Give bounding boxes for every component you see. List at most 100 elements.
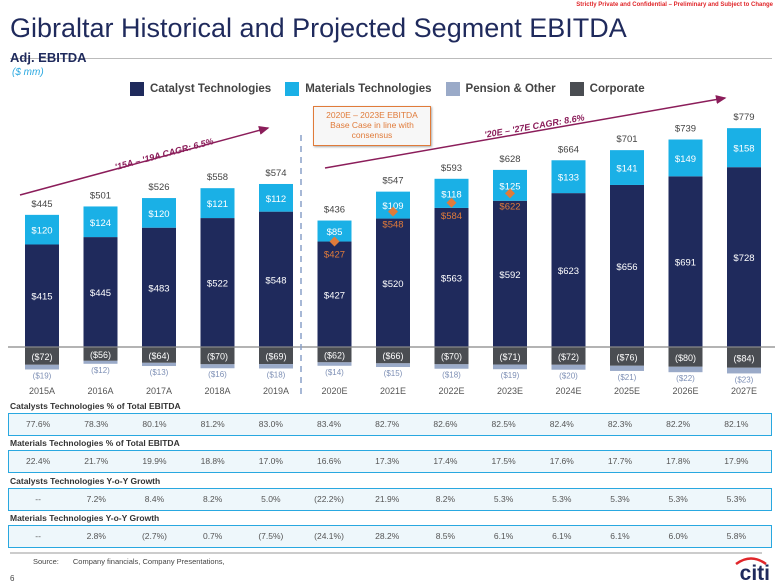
table-cell: 19.9%	[142, 456, 167, 466]
consensus-marker	[505, 188, 515, 199]
label-corporate: ($70)	[207, 352, 228, 362]
table-cell: 17.3%	[375, 456, 400, 466]
bar-materials	[668, 139, 703, 177]
legend-label: Catalyst Technologies	[150, 83, 272, 95]
bar-catalyst	[317, 241, 352, 347]
bar-corporate	[668, 347, 703, 367]
table-cell: 81.2%	[200, 419, 225, 429]
label-total: $701	[616, 134, 637, 145]
bar-pension	[493, 364, 527, 370]
legend-item: Materials Technologies	[285, 82, 432, 96]
legend-label: Corporate	[589, 83, 645, 95]
label-catalyst: $656	[616, 262, 637, 273]
bar-materials	[25, 214, 59, 245]
table-row: 77.6% 78.3% 80.1% 81.2% 83.0% 83.4% 82.7% 82.6%…	[8, 413, 772, 436]
confidential-notice: Strictly Private and Confidential – Prel…	[576, 2, 773, 8]
bar-materials	[610, 150, 644, 185]
legend-swatch	[285, 82, 300, 96]
label-total: $664	[558, 144, 579, 155]
title-divider	[10, 58, 772, 59]
consensus-marker	[388, 206, 398, 217]
table-cell: (7.5%)	[258, 531, 284, 541]
x-tick-label: 2027E	[731, 386, 757, 396]
callout-line: Base Case in line with	[330, 120, 414, 130]
table-cell: 82.4%	[549, 419, 574, 429]
bar-materials	[142, 198, 176, 228]
source-text: Company financials, Company Presentation…	[72, 557, 225, 566]
label-catalyst: $427	[324, 290, 345, 301]
callout-line: consensus	[351, 130, 393, 140]
label-corporate: ($71)	[499, 352, 520, 362]
section-title: Adj. EBITDA	[10, 50, 87, 65]
bar-pension	[317, 362, 352, 366]
table-cell: 78.3%	[84, 419, 109, 429]
legend-swatch	[445, 82, 460, 96]
consensus-label: $548	[382, 220, 403, 231]
source-label: Source:	[33, 557, 59, 566]
table-cell: 17.7%	[607, 456, 633, 466]
consensus-label: $622	[499, 201, 520, 212]
bar-catalyst	[376, 218, 410, 347]
label-corporate: ($84)	[733, 353, 754, 363]
table-row: -- 2.8% (2.7%) 0.7% (7.5%) (24.1%) 28.2% 8.5% 6.…	[8, 525, 772, 548]
label-total: $739	[675, 124, 696, 135]
bar-pension	[376, 363, 410, 368]
table-cell: 5.3%	[610, 494, 630, 504]
table-cell: 17.8%	[666, 456, 691, 466]
label-total: $574	[265, 168, 286, 179]
bar-corporate	[200, 347, 235, 365]
label-pension: ($20)	[559, 372, 578, 381]
label-total: $445	[31, 199, 52, 210]
label-catalyst: $592	[499, 270, 520, 281]
x-tick-label: 2015A	[29, 386, 55, 396]
label-catalyst: $548	[265, 275, 286, 286]
label-total: $593	[441, 163, 462, 174]
consensus-marker	[446, 197, 457, 208]
table-cell: 5.0%	[261, 494, 281, 504]
bar-pension	[434, 364, 469, 369]
table-cell: 80.1%	[142, 419, 167, 429]
table-row-label: Materials Technologies Y-o-Y Growth	[10, 513, 160, 523]
x-tick-label: 2024E	[555, 386, 581, 396]
table-row: -- 7.2% 8.4% 8.2% 5.0% (22.2%) 21.9% 8.2% 5.3% 5.…	[8, 488, 772, 511]
callout-line: 2020E – 2023E EBITDA	[326, 110, 418, 120]
page-number: 6	[10, 574, 15, 583]
label-materials: $120	[148, 209, 169, 220]
table-cell: 8.2%	[202, 494, 223, 504]
label-materials: $149	[675, 154, 696, 165]
bar-materials	[200, 188, 235, 219]
label-total: $547	[382, 176, 403, 187]
table-cell: 5.3%	[493, 494, 514, 504]
label-corporate: ($80)	[675, 353, 696, 363]
bar-materials	[727, 128, 761, 168]
label-corporate: ($64)	[148, 351, 169, 361]
table-cell: 5.3%	[726, 494, 747, 504]
legend-label: Materials Technologies	[305, 83, 432, 95]
table-cell: 82.7%	[375, 419, 400, 429]
bar-materials	[551, 160, 586, 194]
label-total: $501	[90, 190, 111, 201]
bar-pension	[551, 364, 586, 370]
label-corporate: ($70)	[441, 352, 462, 362]
table-cell: 5.8%	[726, 531, 747, 541]
label-materials: $109	[382, 201, 403, 212]
bar-corporate	[25, 347, 59, 365]
bar-catalyst	[551, 193, 586, 347]
bar-pension	[25, 364, 59, 370]
cagr-arrow	[324, 95, 727, 169]
legend-swatch	[130, 82, 144, 96]
x-tick-label: 2018A	[204, 386, 230, 396]
legend-label: Pension & Other	[465, 83, 556, 95]
label-pension: ($16)	[208, 370, 227, 379]
table-cell: 83.4%	[316, 419, 342, 429]
label-pension: ($22)	[676, 374, 695, 383]
table-row-label: Catalysts Technologies % of Total EBITDA	[10, 401, 181, 411]
cagr-arrow	[19, 126, 270, 196]
table-cell: 82.5%	[491, 419, 516, 429]
label-materials: $158	[733, 144, 754, 155]
label-materials: $121	[207, 199, 228, 210]
label-materials: $112	[266, 194, 286, 205]
legend-item: Pension & Other	[445, 82, 556, 96]
cagr-label: '15A – '19A CAGR: 6.5%	[114, 136, 215, 172]
bar-corporate	[434, 347, 469, 365]
